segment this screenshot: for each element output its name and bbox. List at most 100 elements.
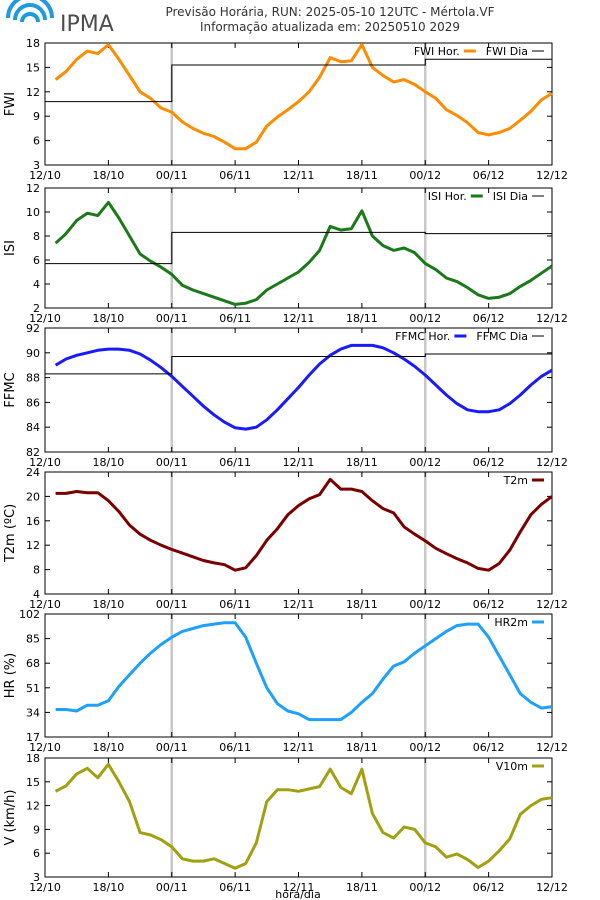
chart-subtitle: Informação atualizada em: 20250510 2029 [200,20,460,34]
chart-title: Previsão Horária, RUN: 2025-05-10 12UTC … [165,5,494,19]
x-tick-label: 12/10 [29,598,61,611]
y-tick-label: 90 [26,347,40,360]
x-tick-label: 12/11 [283,312,315,325]
x-tick-label: 00/11 [156,312,188,325]
x-tick-label: 06/12 [473,741,505,754]
y-tick-label: 6 [33,254,40,267]
legend-label: ISI Dia [493,190,528,203]
x-tick-label: 12/11 [283,741,315,754]
x-tick-label: 12/12 [536,169,568,182]
x-tick-label: 06/11 [219,312,251,325]
y-tick-label: 3 [33,159,40,172]
legend-label: FWI Hor. [414,45,460,58]
x-tick-label: 06/11 [219,169,251,182]
panel-1: 2 4 6 8 10 12 12/10 18/10 00/11 06/11 12/11 18/11 00… [3,182,600,325]
y-tick-label: 68 [26,657,40,670]
x-tick-label: 06/12 [473,169,505,182]
hourly-series-line [54,762,553,870]
x-tick-label: 00/12 [409,456,441,469]
y-tick-label: 85 [26,633,40,646]
y-tick-label: 12 [26,182,40,195]
plot-frame [44,757,553,878]
panel-4: 17 34 51 68 85 102 12/10 18/10 00/11 06/11 12/11 18… [3,608,600,754]
y-tick-label: 84 [26,421,40,434]
x-tick-label: 06/12 [473,312,505,325]
daily-series-line [45,231,552,265]
x-tick-label: 00/11 [156,169,188,182]
x-tick-label: 06/12 [473,598,505,611]
plot-frame [44,187,553,309]
y-tick-label: 88 [26,372,40,385]
y-tick-label: 6 [33,135,40,148]
x-tick-label: 06/11 [219,598,251,611]
y-tick-label: 18 [26,37,40,50]
x-tick-label: 12/12 [536,741,568,754]
x-tick-label: 12/12 [536,312,568,325]
x-tick-label: 12/10 [29,312,61,325]
hourly-series-line [54,343,553,431]
y-tick-label: 3 [33,871,40,884]
x-tick-label: 18/11 [346,312,378,325]
legend-label: FFMC Dia [476,330,528,343]
x-tick-label: 18/10 [93,598,125,611]
y-axis-label: T2m (ºC) [3,504,18,563]
y-tick-label: 8 [33,564,40,577]
ipma-logo: IPMA [6,0,114,37]
y-tick-label: 4 [33,278,40,291]
y-axis-label: FFMC [3,372,18,407]
legend-label: FWI Dia [486,45,528,58]
y-axis-label: HR (%) [3,653,18,698]
y-tick-label: 6 [33,847,40,860]
x-tick-label: 12/11 [283,169,315,182]
y-tick-label: 102 [19,608,40,621]
x-tick-label: 18/11 [346,598,378,611]
y-tick-label: 9 [33,823,40,836]
x-tick-label: 06/11 [219,881,251,894]
panel-3: 4 8 12 16 20 24 12/10 18/10 00/11 06/11 12/11 18/11… [3,466,600,611]
x-tick-label: 18/10 [93,456,125,469]
hourly-series-line [55,477,553,572]
y-axis-label: V (km/h) [3,790,18,846]
legend-label: FFMC Hor. [395,330,450,343]
panel-0: 3 6 9 12 15 18 12/10 18/10 00/11 06/11 12/11 18/11 0… [3,37,600,182]
x-tick-label: 12/10 [29,169,61,182]
x-tick-label: 06/11 [219,741,251,754]
x-tick-label: 00/12 [409,598,441,611]
y-tick-label: 2 [33,302,40,315]
y-tick-label: 24 [26,466,40,479]
x-tick-label: 18/10 [93,741,125,754]
plot-frame [44,613,553,738]
hourly-series-line [55,621,553,722]
y-tick-label: 15 [26,776,40,789]
x-tick-label: 18/11 [346,456,378,469]
x-tick-label: 00/11 [156,598,188,611]
x-tick-label: 12/12 [536,881,568,894]
x-tick-label: 00/11 [156,741,188,754]
x-tick-label: 18/10 [93,169,125,182]
y-tick-label: 82 [26,446,40,459]
plot-frame [44,471,553,595]
x-tick-label: 12/11 [283,881,315,894]
logo-arc-middle-icon [13,3,47,21]
legend-label: HR2m [494,616,528,629]
y-tick-label: 86 [26,396,40,409]
y-tick-label: 34 [26,706,40,719]
y-tick-label: 15 [26,61,40,74]
x-tick-label: 12/10 [29,881,61,894]
hourly-series-line [54,200,553,306]
y-tick-label: 9 [33,110,40,123]
y-axis-label: FWI [3,92,18,116]
y-tick-label: 20 [26,490,40,503]
y-tick-label: 4 [33,588,40,601]
daily-series-line [45,58,552,103]
panel-5: 3 6 9 12 15 18 12/10 18/10 00/11 06/11 12/11 18/11 0… [3,752,600,894]
y-tick-label: 92 [26,322,40,335]
x-tick-label: 00/11 [156,881,188,894]
panel-2: 82 84 86 88 90 92 12/10 18/10 00/11 06/11 12/11 18/… [3,322,600,469]
x-axis-title: hora/dia [275,888,320,900]
x-tick-label: 00/12 [409,741,441,754]
plot-frame [44,327,553,453]
x-tick-label: 12/10 [29,741,61,754]
y-tick-label: 12 [26,800,40,813]
